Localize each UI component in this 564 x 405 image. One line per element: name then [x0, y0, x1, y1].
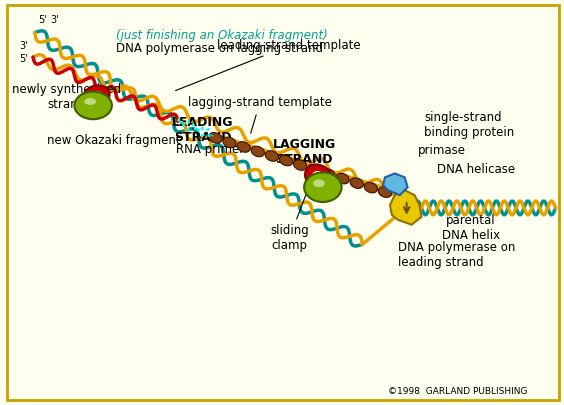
- Text: 3': 3': [19, 41, 28, 51]
- Ellipse shape: [364, 182, 377, 193]
- Ellipse shape: [307, 164, 321, 175]
- Text: single-strand
binding protein: single-strand binding protein: [424, 111, 514, 139]
- Ellipse shape: [322, 169, 335, 179]
- Ellipse shape: [223, 137, 236, 148]
- Ellipse shape: [279, 155, 293, 166]
- Text: sliding
clamp: sliding clamp: [270, 176, 313, 252]
- Text: leading-strand template: leading-strand template: [175, 39, 361, 91]
- Text: 3': 3': [51, 15, 59, 25]
- Text: newly synthesized
strand: newly synthesized strand: [12, 83, 121, 111]
- Text: (just finishing an Okazaki fragment): (just finishing an Okazaki fragment): [116, 29, 328, 43]
- Text: 5': 5': [19, 54, 28, 64]
- Ellipse shape: [74, 92, 112, 119]
- Ellipse shape: [251, 146, 265, 157]
- Ellipse shape: [336, 173, 349, 184]
- Text: lagging-strand template: lagging-strand template: [188, 96, 332, 133]
- Ellipse shape: [312, 171, 326, 184]
- Ellipse shape: [265, 151, 279, 161]
- Text: new Okazaki fragment: new Okazaki fragment: [47, 134, 180, 147]
- Ellipse shape: [305, 164, 333, 190]
- Text: parental
DNA helix: parental DNA helix: [442, 215, 500, 243]
- Text: DNA helicase: DNA helicase: [437, 164, 515, 177]
- Ellipse shape: [304, 173, 342, 202]
- Text: primase: primase: [417, 144, 465, 157]
- Ellipse shape: [83, 85, 109, 108]
- Ellipse shape: [209, 133, 222, 143]
- Text: DNA polymerase on
leading strand: DNA polymerase on leading strand: [398, 241, 515, 269]
- Polygon shape: [383, 173, 408, 195]
- Polygon shape: [390, 190, 421, 225]
- Text: LAGGING
STRAND: LAGGING STRAND: [272, 138, 336, 166]
- Text: ©1998  GARLAND PUBLISHING: ©1998 GARLAND PUBLISHING: [388, 387, 527, 396]
- Text: RNA primer: RNA primer: [177, 128, 245, 156]
- Ellipse shape: [293, 160, 307, 170]
- Ellipse shape: [84, 98, 96, 105]
- Ellipse shape: [350, 178, 363, 188]
- Ellipse shape: [237, 142, 250, 152]
- Ellipse shape: [378, 187, 391, 197]
- Ellipse shape: [313, 179, 325, 187]
- Ellipse shape: [90, 91, 103, 102]
- Text: DNA polymerase on lagging strand: DNA polymerase on lagging strand: [116, 42, 323, 55]
- Text: 5': 5': [38, 15, 47, 25]
- Text: LEADING
STRAND: LEADING STRAND: [172, 116, 233, 144]
